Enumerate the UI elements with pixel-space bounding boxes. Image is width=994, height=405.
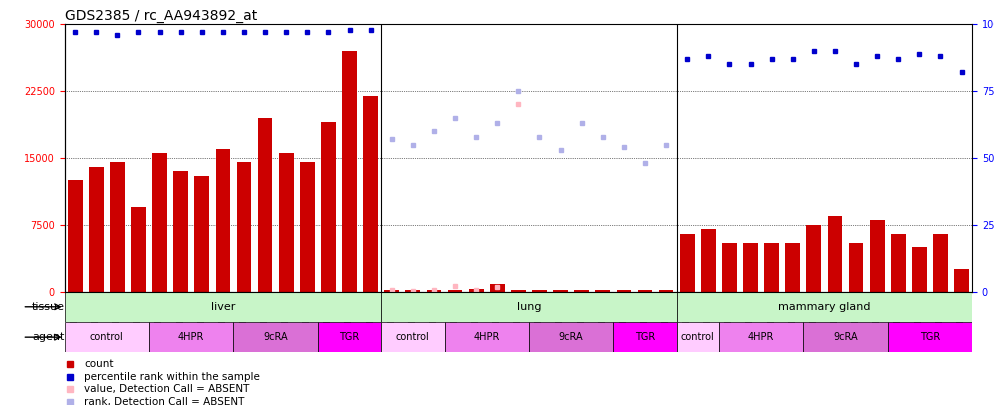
Bar [849,243,864,292]
Bar [321,122,336,292]
Text: TGR: TGR [635,332,655,342]
Bar [110,162,125,292]
Bar [65,292,381,322]
Bar [131,207,146,292]
Bar [381,322,444,352]
Bar [803,322,888,352]
Bar [173,171,188,292]
Bar [828,216,842,292]
Bar [954,269,969,292]
Bar [677,292,972,322]
Text: tissue: tissue [32,302,65,312]
Text: mammary gland: mammary gland [778,302,871,312]
Bar [933,234,948,292]
Bar [785,243,800,292]
Bar [532,290,547,292]
Bar [806,225,821,292]
Text: control: control [396,332,429,342]
Bar [637,290,652,292]
Bar [195,176,209,292]
Bar [234,322,318,352]
Bar [216,149,231,292]
Bar [152,153,167,292]
Bar [744,243,757,292]
Text: 9cRA: 9cRA [833,332,858,342]
Text: count: count [84,359,114,369]
Bar [719,322,803,352]
Text: agent: agent [32,332,65,342]
Text: rank, Detection Call = ABSENT: rank, Detection Call = ABSENT [84,397,245,405]
Bar [469,289,483,292]
Bar [529,322,613,352]
Text: TGR: TGR [339,332,360,342]
Bar [870,220,885,292]
Bar [381,292,677,322]
Text: control: control [89,332,123,342]
Bar [279,153,293,292]
Bar [426,290,441,292]
Text: control: control [681,332,715,342]
Bar [616,290,631,292]
Bar [65,322,149,352]
Text: 9cRA: 9cRA [263,332,288,342]
Text: GDS2385 / rc_AA943892_at: GDS2385 / rc_AA943892_at [65,9,256,23]
Bar [575,290,589,292]
Bar [701,229,716,292]
Bar [88,167,103,292]
Text: TGR: TGR [919,332,940,342]
Bar [237,162,251,292]
Bar [342,51,357,292]
Bar [722,243,737,292]
Bar [406,290,420,292]
Text: liver: liver [211,302,236,312]
Text: value, Detection Call = ABSENT: value, Detection Call = ABSENT [84,384,249,394]
Text: percentile rank within the sample: percentile rank within the sample [84,371,260,382]
Bar [888,322,972,352]
Bar [444,322,529,352]
Bar [911,247,926,292]
Text: 9cRA: 9cRA [559,332,583,342]
Bar [613,322,677,352]
Bar [659,290,674,292]
Bar [680,234,695,292]
Bar [764,243,779,292]
Text: 4HPR: 4HPR [747,332,774,342]
Bar [891,234,906,292]
Bar [447,290,462,292]
Bar [318,322,381,352]
Bar [490,284,505,292]
Bar [595,290,610,292]
Bar [257,118,272,292]
Bar [385,290,400,292]
Text: lung: lung [517,302,541,312]
Bar [554,290,568,292]
Bar [300,162,315,292]
Bar [363,96,378,292]
Bar [511,290,526,292]
Bar [68,180,83,292]
Text: 4HPR: 4HPR [178,332,205,342]
Text: 4HPR: 4HPR [473,332,500,342]
Bar [149,322,234,352]
Bar [677,322,719,352]
